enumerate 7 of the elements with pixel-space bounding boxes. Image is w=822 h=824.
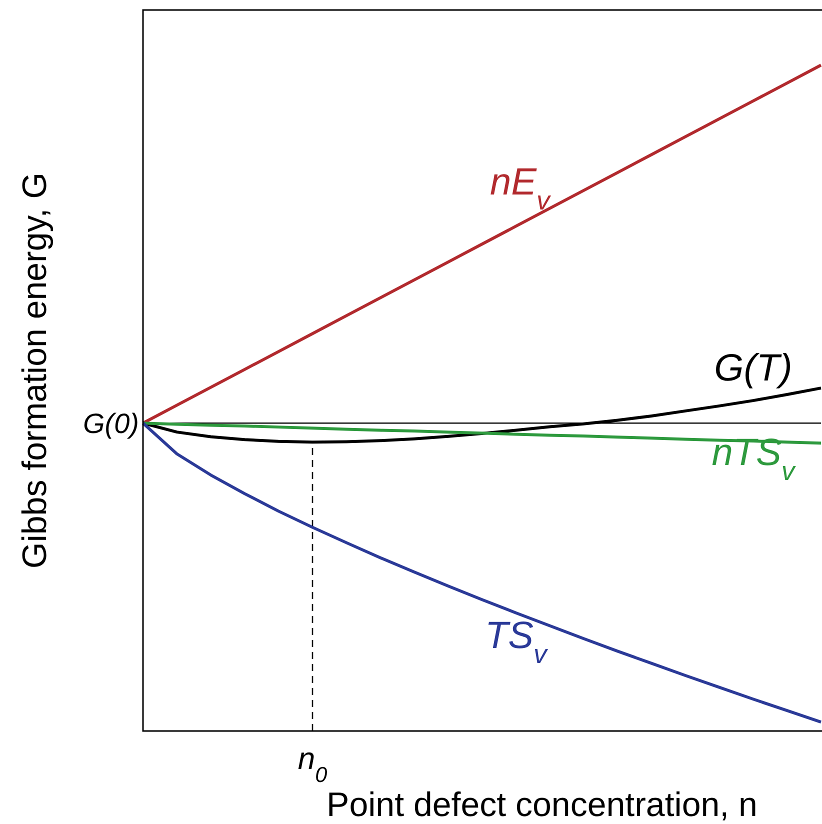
series-label: G(T) <box>714 348 792 390</box>
text: G(0) <box>83 408 139 440</box>
series-label: TS$_{v}$ <box>484 614 549 669</box>
text: n$_{0}$ <box>298 741 328 786</box>
series-label: nE$_{v}$ <box>490 161 552 216</box>
y-axis-title: Gibbs formation energy, G <box>16 172 54 569</box>
x-axis-title: Point defect concentration, n <box>326 786 758 824</box>
